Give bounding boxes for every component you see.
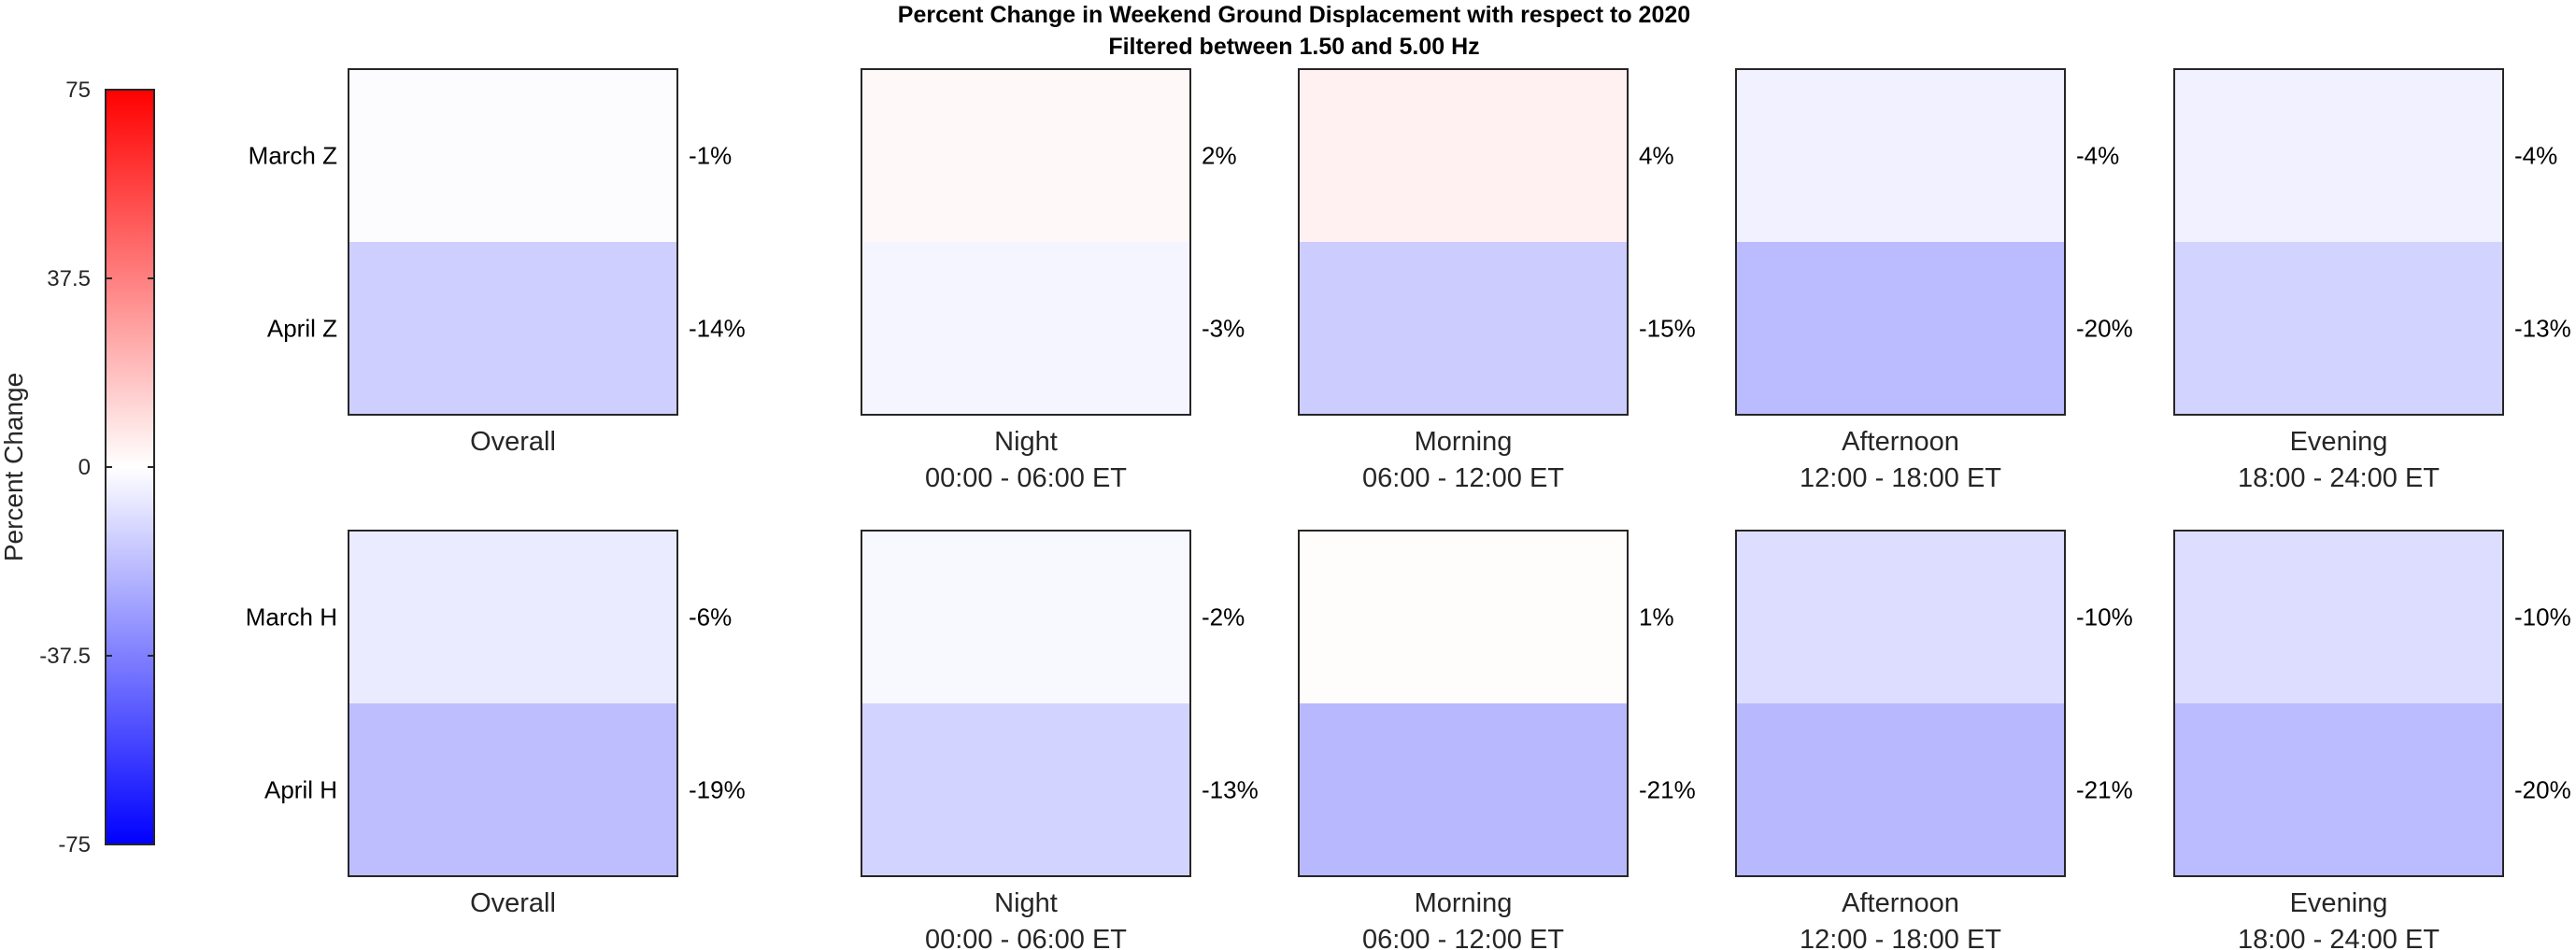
cell-value-label: 4% [1639, 142, 1674, 170]
heatmap-panel: -2% -13% Night 00:00 - 06:00 ET [861, 530, 1259, 950]
period-label: Overall [470, 427, 556, 457]
heatmap-panel: 2% -3% Night 00:00 - 06:00 ET [861, 68, 1245, 493]
cell-value-label: -20% [2076, 315, 2133, 343]
heatmap-cell [349, 531, 677, 703]
panel-frame [1735, 530, 2066, 877]
panel-frame [1298, 68, 1629, 416]
heatmap-cell [861, 531, 1190, 703]
heatmap-panel: 1% -21% Morning 06:00 - 12:00 ET [1298, 530, 1696, 950]
colorbar: Percent Change [0, 89, 155, 845]
cell-value-label: -4% [2514, 142, 2557, 170]
cell-value-label: -15% [1639, 315, 1696, 343]
period-label: Morning [1415, 427, 1513, 457]
period-time-range: 18:00 - 24:00 ET [2238, 925, 2440, 950]
heatmap-cell [2174, 531, 2503, 703]
heatmap-cell [1299, 69, 1628, 242]
period-label: Overall [470, 888, 556, 918]
period-label: Night [994, 888, 1058, 918]
colorbar-tick-label: -37.5 [39, 644, 91, 669]
panel-frame [861, 68, 1191, 416]
heatmap-cell [1299, 242, 1628, 415]
panel-frame [861, 530, 1191, 877]
period-label: Night [994, 427, 1058, 457]
panel-frame [2173, 68, 2504, 416]
period-label: Evening [2290, 888, 2388, 918]
colorbar-ticks: 75 37.5 0 -37.5 -75 [39, 78, 154, 858]
heatmap-panel: -10% -20% Evening 18:00 - 24:00 ET [2173, 530, 2571, 950]
heatmap-cell [1299, 703, 1628, 876]
colorbar-gradient [105, 89, 155, 845]
heatmap-panels: -1% -14% Overall March Z April Z 2% -3% Night 00… [246, 68, 2571, 950]
heatmap-cell [2174, 242, 2503, 415]
heatmap-cell [861, 242, 1190, 415]
period-time-range: 00:00 - 06:00 ET [925, 463, 1127, 493]
colorbar-tick-label: 37.5 [47, 266, 91, 291]
period-time-range: 06:00 - 12:00 ET [1362, 463, 1564, 493]
period-label: Evening [2290, 427, 2388, 457]
period-label: Morning [1415, 888, 1513, 918]
heatmap-cell [349, 242, 677, 415]
heatmap-cell [861, 69, 1190, 242]
panel-frame [1735, 68, 2066, 416]
cell-value-label: -13% [1202, 776, 1259, 804]
heatmap-cell [2174, 69, 2503, 242]
heatmap-panel: -10% -21% Afternoon 12:00 - 18:00 ET [1735, 530, 2133, 950]
heatmap-cell [1736, 242, 2065, 415]
heatmap-panel: -4% -20% Afternoon 12:00 - 18:00 ET [1735, 68, 2133, 493]
row-label: April H [264, 776, 337, 804]
heatmap-panel: -6% -19% Overall March H April H [246, 530, 746, 918]
heatmap-cell [1736, 531, 2065, 703]
heatmap-cell [349, 69, 677, 242]
heatmap-cell [1736, 703, 2065, 876]
heatmap-cell [349, 703, 677, 876]
cell-value-label: -6% [689, 603, 732, 631]
period-time-range: 00:00 - 06:00 ET [925, 925, 1127, 950]
heatmap-cell [1736, 69, 2065, 242]
cell-value-label: -1% [689, 142, 732, 170]
colorbar-tick-label: -75 [58, 832, 91, 858]
colorbar-label: Percent Change [0, 373, 28, 561]
cell-value-label: -13% [2514, 315, 2571, 343]
cell-value-label: -20% [2514, 776, 2571, 804]
cell-value-label: -10% [2076, 603, 2133, 631]
chart-subtitle: Filtered between 1.50 and 5.00 Hz [1108, 34, 1479, 60]
cell-value-label: -21% [2076, 776, 2133, 804]
heatmap-cell [1299, 531, 1628, 703]
heatmap-cell [861, 703, 1190, 876]
heatmap-panel: -4% -13% Evening 18:00 - 24:00 ET [2173, 68, 2571, 493]
heatmap-panel: 4% -15% Morning 06:00 - 12:00 ET [1298, 68, 1696, 493]
period-time-range: 12:00 - 18:00 ET [1800, 925, 2001, 950]
period-time-range: 18:00 - 24:00 ET [2238, 463, 2440, 493]
heatmap-cell [2174, 703, 2503, 876]
heatmap-panel: -1% -14% Overall March Z April Z [249, 68, 746, 457]
period-time-range: 06:00 - 12:00 ET [1362, 925, 1564, 950]
cell-value-label: -21% [1639, 776, 1696, 804]
cell-value-label: -14% [689, 315, 746, 343]
cell-value-label: -19% [689, 776, 746, 804]
cell-value-label: -10% [2514, 603, 2571, 631]
cell-value-label: -2% [1202, 603, 1245, 631]
period-label: Afternoon [1842, 888, 1959, 918]
colorbar-tick-label: 0 [78, 455, 91, 480]
panel-frame [2173, 530, 2504, 877]
row-label: April Z [267, 315, 337, 343]
cell-value-label: 1% [1639, 603, 1674, 631]
period-label: Afternoon [1842, 427, 1959, 457]
colorbar-tick-label: 75 [65, 78, 91, 103]
period-time-range: 12:00 - 18:00 ET [1800, 463, 2001, 493]
cell-value-label: -4% [2076, 142, 2119, 170]
cell-value-label: -3% [1202, 315, 1245, 343]
chart-title: Percent Change in Weekend Ground Displac… [898, 2, 1690, 28]
row-label: March Z [249, 142, 337, 170]
row-label: March H [246, 603, 337, 631]
panel-frame [348, 68, 678, 416]
panel-frame [1298, 530, 1629, 877]
cell-value-label: 2% [1202, 142, 1237, 170]
panel-frame [348, 530, 678, 877]
